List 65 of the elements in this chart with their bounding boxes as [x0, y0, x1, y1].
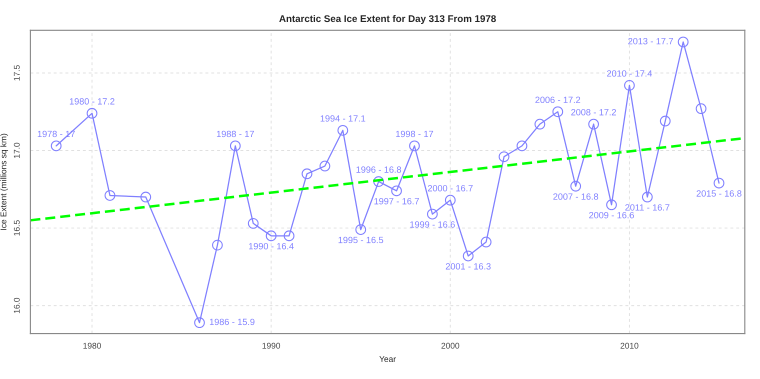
point [284, 230, 294, 242]
point [50, 140, 62, 152]
point [212, 240, 223, 250]
x-tick-label: 1980 [83, 342, 101, 349]
annotation: 1995 - 16.5 [338, 236, 384, 244]
point [194, 317, 205, 328]
annotation: 1999 - 16.6 [410, 221, 455, 228]
point [230, 140, 241, 152]
point [427, 208, 438, 220]
point [462, 250, 474, 262]
point [248, 218, 259, 229]
annotation: 2006 - 17.2 [535, 96, 580, 104]
annotation: 1980 - 17.2 [70, 98, 114, 105]
point [444, 194, 456, 206]
annotation: 2007 - 16.8 [553, 193, 598, 200]
y-tick-label: 17.0 [14, 142, 20, 158]
annotation: 1990 - 16.4 [249, 242, 294, 250]
point [570, 180, 582, 192]
annotation: 2001 - 16.3 [446, 263, 491, 270]
point [104, 190, 116, 201]
annotation: 1996 - 16.8 [356, 166, 402, 173]
point [480, 236, 492, 248]
x-tick-label: 1990 [262, 342, 280, 349]
annotation: 1986 - 15.9 [210, 318, 254, 326]
point [642, 192, 653, 202]
annotation: 2011 - 16.7 [625, 204, 670, 211]
point [678, 36, 689, 48]
x-tick-label: 2000 [441, 342, 460, 349]
y-axis-title: Ice Extent (millions sq km) [0, 134, 8, 230]
point [714, 178, 724, 188]
point [696, 103, 706, 114]
point [373, 176, 384, 187]
point [409, 140, 420, 152]
annotation: 2008 - 17.2 [571, 109, 616, 116]
y-tick-label: 17.5 [14, 65, 20, 80]
y-tick-label: 16.5 [14, 220, 20, 236]
chart-title: Antarctic Sea Ice Extent for Day 313 From 1978 [279, 14, 496, 24]
point [516, 140, 528, 152]
point [337, 124, 348, 136]
point [498, 151, 510, 162]
x-tick-label: 2010 [620, 342, 638, 349]
point [534, 118, 546, 130]
annotation: 1998 - 17 [396, 130, 434, 138]
annotation: 1988 - 17 [216, 130, 254, 138]
annotation: 2015 - 16.8 [696, 190, 742, 197]
point [266, 230, 277, 242]
point [624, 80, 635, 91]
point [391, 185, 402, 196]
point [660, 116, 671, 126]
point [552, 106, 564, 118]
y-tick-label: 16.0 [14, 298, 20, 314]
point [588, 118, 599, 130]
annotation: 2013 - 17.7 [628, 38, 674, 44]
point [140, 192, 152, 202]
annotation: 1994 - 17.1 [320, 115, 366, 122]
point [355, 224, 366, 235]
annotation: 1997 - 16.7 [374, 198, 419, 204]
point [86, 108, 98, 119]
point [302, 168, 312, 180]
annotation: 2000 - 16.7 [428, 185, 473, 192]
point [320, 160, 330, 172]
point [606, 199, 617, 210]
x-axis-title: Year [379, 356, 396, 362]
annotation: 2010 - 17.4 [607, 70, 652, 77]
annotation: 2009 - 16.6 [589, 212, 634, 218]
